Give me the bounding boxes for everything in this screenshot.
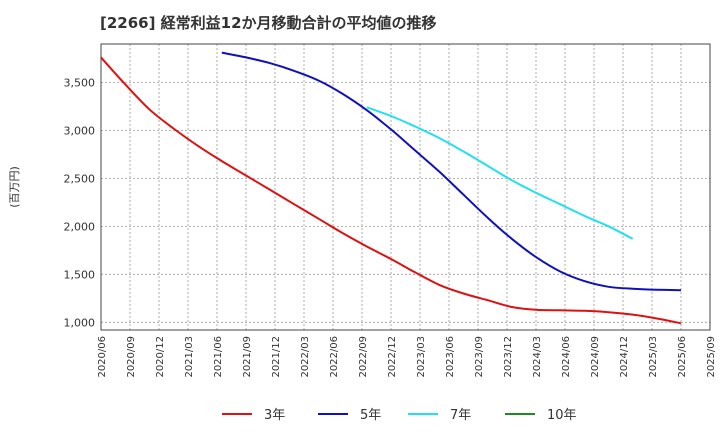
legend-label-5年: 5年 xyxy=(360,408,381,423)
legend-label-10年: 10年 xyxy=(547,408,577,423)
x-tick-label: 2025/09 xyxy=(706,336,717,378)
plot-area-border xyxy=(100,43,711,331)
chart-title: [2266] 経常利益12か月移動合計の平均値の推移 xyxy=(100,14,437,32)
x-tick-label: 2021/03 xyxy=(184,336,195,378)
x-tick-label: 2021/09 xyxy=(242,336,253,378)
x-tick-label: 2022/03 xyxy=(300,336,311,378)
legend: 3年 5年 7年 10年 xyxy=(222,408,577,423)
x-tick-label: 2022/12 xyxy=(387,336,398,378)
x-tick-label: 2021/12 xyxy=(271,336,282,378)
x-axis-ticks: 2020/06 2020/09 2020/12 2021/03 2021/06 2021/… xyxy=(97,336,717,378)
x-tick-label: 2020/12 xyxy=(155,336,166,378)
x-tick-label: 2024/12 xyxy=(619,336,630,378)
x-tick-label: 2025/06 xyxy=(677,336,688,378)
x-tick-label: 2023/09 xyxy=(474,336,485,378)
y-axis-ticks: 1,000 1,500 2,000 2,500 3,000 3,500 xyxy=(64,76,96,329)
x-tick-label: 2025/03 xyxy=(648,336,659,378)
y-tick-label: 2,500 xyxy=(64,172,96,185)
y-tick-label: 2,000 xyxy=(64,220,96,233)
series-line-7年 xyxy=(366,106,634,240)
y-tick-label: 1,000 xyxy=(64,316,96,329)
x-tick-label: 2024/03 xyxy=(532,336,543,378)
y-tick-label: 3,000 xyxy=(64,124,96,137)
x-tick-label: 2020/06 xyxy=(97,336,108,378)
x-tick-label: 2022/09 xyxy=(358,336,369,378)
x-tick-label: 2023/12 xyxy=(503,336,514,378)
x-tick-label: 2023/03 xyxy=(416,336,427,378)
gridlines xyxy=(100,44,711,330)
y-tick-label: 1,500 xyxy=(64,268,96,281)
y-axis-label: (百万円) xyxy=(8,166,21,208)
x-tick-label: 2020/09 xyxy=(126,336,137,378)
legend-label-7年: 7年 xyxy=(450,408,471,423)
series-lines xyxy=(100,51,682,325)
series-line-5年 xyxy=(221,51,682,292)
series-line-3年 xyxy=(100,56,682,325)
x-tick-label: 2024/06 xyxy=(561,336,572,378)
x-tick-label: 2022/06 xyxy=(329,336,340,378)
y-tick-label: 3,500 xyxy=(64,76,96,89)
x-tick-label: 2021/06 xyxy=(213,336,224,378)
legend-label-3年: 3年 xyxy=(264,408,285,423)
x-tick-label: 2023/06 xyxy=(445,336,456,378)
x-tick-label: 2024/09 xyxy=(590,336,601,378)
